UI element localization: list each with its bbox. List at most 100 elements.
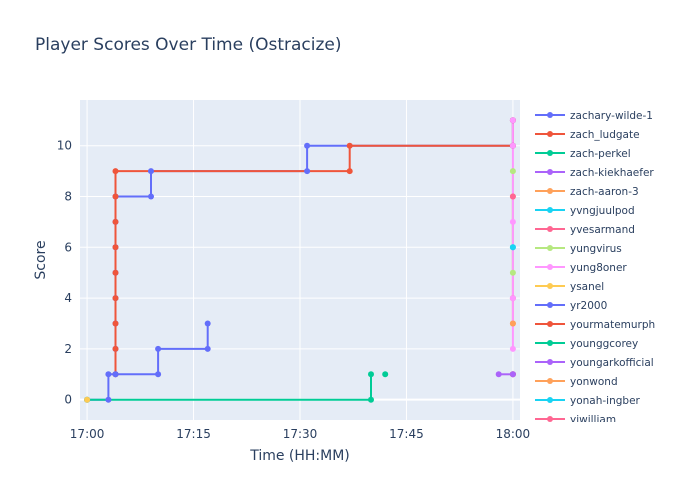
chart-title: Player Scores Over Time (Ostracize) (35, 35, 342, 55)
y-tick-label: 0 (64, 393, 72, 407)
legend-item[interactable]: youngarkofficial (535, 357, 654, 369)
series-markers (84, 117, 516, 403)
legend-item[interactable]: yungvirus (535, 243, 622, 255)
data-point-yung8oner (509, 142, 516, 149)
legend-item[interactable]: yonwond (535, 376, 618, 388)
data-point-zach-perkel (368, 371, 374, 378)
legend-swatch-marker (547, 416, 553, 422)
data-point-yr2000 (204, 345, 211, 352)
legend-item[interactable]: zach_ludgate (535, 129, 640, 141)
data-point-zach-kiekhaefer (495, 371, 502, 378)
data-point-zach_ludgate (112, 218, 119, 225)
legend-label: zachary-wilde-1 (570, 110, 653, 122)
x-tick-label: 17:45 (389, 427, 424, 441)
legend-label: yvesarmand (570, 224, 635, 236)
legend-swatch-marker (547, 264, 553, 270)
data-point-yung8oner (509, 295, 516, 302)
legend-label: yvngjuulpod (570, 205, 635, 217)
data-point-yr2000 (155, 345, 162, 352)
legend-item[interactable]: yvngjuulpod (535, 205, 635, 217)
legend-swatch-marker (547, 359, 553, 365)
legend-item[interactable]: yung8oner (535, 262, 627, 274)
data-point-yonwond (509, 320, 516, 327)
legend-label: zach-aaron-3 (570, 186, 639, 198)
data-point-zach_ludgate (112, 345, 119, 352)
x-tick-label: 17:15 (176, 427, 211, 441)
legend-label: ysanel (570, 281, 604, 293)
data-point-yung8oner (509, 218, 516, 225)
x-tick-label: 17:30 (283, 427, 318, 441)
legend-item[interactable]: zachary-wilde-1 (535, 110, 653, 122)
legend-item[interactable]: yvesarmand (535, 224, 635, 236)
legend-swatch-marker (547, 150, 553, 156)
data-point-zach_ludgate (112, 269, 119, 276)
legend-label: yiwilliam (570, 414, 616, 426)
x-tick-labels: 17:00 17:15 17:30 17:45 18:00 (70, 427, 530, 441)
legend-swatch-marker (547, 245, 553, 251)
data-point-zachary-wilde-1 (148, 168, 154, 175)
legend-item[interactable]: zach-kiekhaefer (535, 167, 654, 179)
legend-item[interactable]: yr2000 (535, 300, 607, 312)
legend-swatch-marker (547, 321, 553, 327)
legend-swatch-marker (547, 207, 553, 213)
legend-swatch-marker (547, 340, 553, 346)
data-point-zach_ludgate (112, 295, 119, 302)
data-point-yung8oner (509, 117, 516, 124)
y-tick-label: 2 (64, 342, 72, 356)
legend-item[interactable]: yourmatemurph (535, 319, 655, 331)
data-point-zachary-wilde-1 (105, 371, 112, 378)
legend-swatch-marker (547, 397, 553, 403)
x-tick-label: 17:00 (70, 427, 105, 441)
data-point-youngarkofficial (509, 371, 516, 378)
legend-item[interactable]: zach-aaron-3 (535, 186, 639, 198)
data-point-zach_ludgate (346, 142, 353, 149)
legend-label: yonah-ingber (570, 395, 641, 407)
legend-label: yonwond (570, 376, 618, 388)
legend-item[interactable]: yonah-ingber (535, 395, 641, 407)
data-point-yung8oner (509, 345, 516, 352)
data-point-zach_ludgate (112, 320, 119, 327)
data-point-yonah-ingber (509, 244, 516, 251)
legend-item[interactable]: younggcorey (535, 338, 638, 350)
legend-swatch-marker (547, 169, 553, 175)
x-axis-title: Time (HH:MM) (249, 448, 350, 464)
legend-label: youngarkofficial (570, 357, 654, 369)
y-tick-label: 6 (64, 240, 72, 254)
legend-label: zach-kiekhaefer (570, 167, 654, 179)
legend-swatch-marker (547, 378, 553, 384)
legend-label: zach_ludgate (570, 129, 640, 141)
data-point-yungvirus (509, 168, 516, 175)
legend-swatch-marker (547, 226, 553, 232)
legend-item[interactable]: ysanel (535, 281, 604, 293)
legend-label: yung8oner (570, 262, 627, 274)
data-point-younggcorey (382, 371, 389, 378)
data-point-yungvirus (509, 269, 516, 276)
data-point-yiwilliam (509, 193, 516, 200)
legend-swatch-marker (547, 188, 553, 194)
y-tick-labels: 0 2 4 6 8 10 (57, 139, 72, 407)
data-point-zach_ludgate (112, 168, 119, 175)
legend-swatch-marker (547, 283, 553, 289)
legend[interactable]: zachary-wilde-1 zach_ludgate zach-perkel za… (535, 110, 655, 426)
data-point-zachary-wilde-1 (304, 168, 311, 175)
data-point-yr2000 (204, 320, 211, 327)
legend-item[interactable]: zach-perkel (535, 148, 631, 160)
data-point-zachary-wilde-1 (105, 396, 112, 403)
data-point-zach_ludgate (112, 193, 119, 200)
data-point-zachary-wilde-1 (148, 193, 154, 200)
y-axis-title: Score (33, 240, 49, 279)
data-point-zach_ludgate (346, 168, 353, 175)
legend-swatch-marker (547, 131, 553, 137)
data-point-yr2000 (155, 371, 162, 378)
legend-label: zach-perkel (570, 148, 631, 160)
legend-swatch-marker (547, 302, 553, 308)
y-tick-label: 10 (57, 139, 72, 153)
x-tick-label: 18:00 (496, 427, 531, 441)
data-point-yr2000 (112, 371, 119, 378)
data-point-zachary-wilde-1 (304, 142, 311, 149)
legend-item[interactable]: yiwilliam (535, 414, 616, 426)
data-point-zach_ludgate (112, 244, 119, 251)
legend-label: yungvirus (570, 243, 622, 255)
data-point-ysanel (84, 396, 91, 403)
